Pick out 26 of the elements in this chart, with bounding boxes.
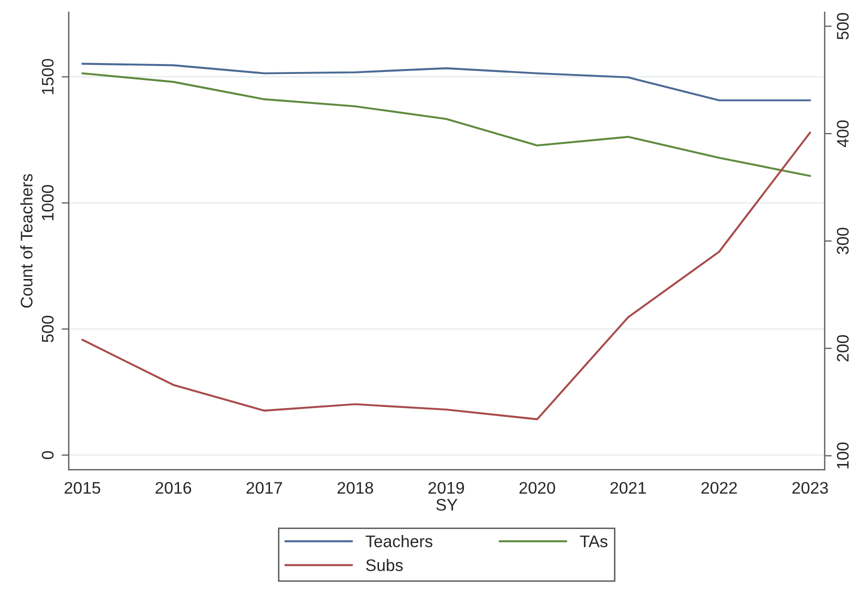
x-tick-label: 2020 <box>519 482 556 494</box>
y-tick-label: 500 <box>42 316 54 342</box>
y2-tick-label: 500 <box>836 12 849 40</box>
x-tick-label: 2015 <box>64 482 100 494</box>
y2-tick-label: 200 <box>836 335 849 362</box>
x-tick-label: 2021 <box>610 482 646 494</box>
legend-label: Subs <box>366 558 403 572</box>
x-tick-label: 2019 <box>428 482 464 494</box>
legend-label: TAs <box>580 536 608 548</box>
y-tick-label: 1500 <box>42 58 54 94</box>
y-tick-label: 1000 <box>42 185 54 220</box>
x-tick-label: 2018 <box>338 482 374 494</box>
x-axis-title: SY <box>436 498 458 511</box>
x-tick-label: 2022 <box>701 482 737 494</box>
legend-label: Teachers <box>366 535 432 548</box>
y2-tick-label: 300 <box>836 228 849 254</box>
x-tick-label: 2017 <box>246 482 282 494</box>
y2-tick-label: 400 <box>836 120 849 148</box>
line-series <box>81 72 812 177</box>
x-tick-label: 2016 <box>156 482 192 494</box>
line-series <box>81 62 812 102</box>
y2-tick-label: 100 <box>836 442 849 468</box>
x-tick-label: 2023 <box>792 482 828 494</box>
y-tick-label: 0 <box>42 451 54 460</box>
y-axis-title: Count of Teachers <box>20 174 33 308</box>
line-series <box>81 132 812 420</box>
